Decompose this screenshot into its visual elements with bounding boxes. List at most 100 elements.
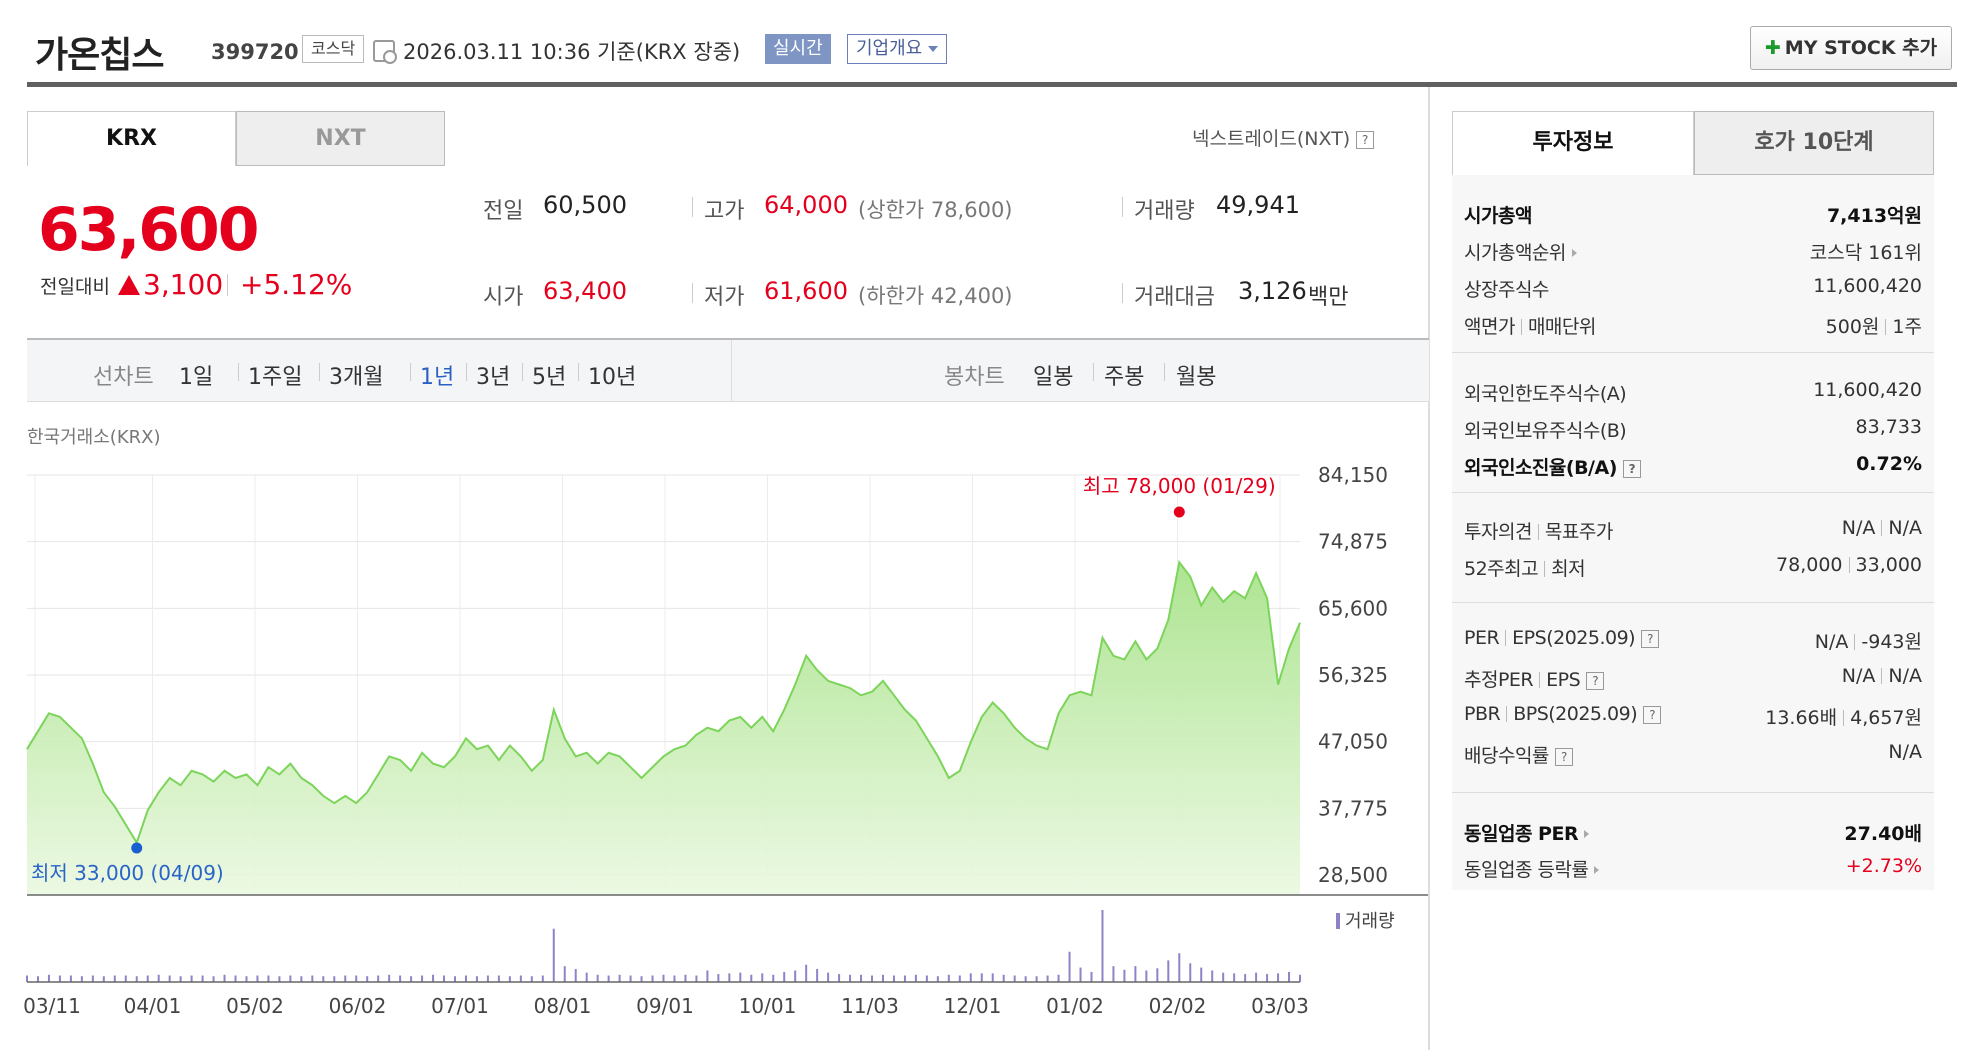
field-separator [1122, 197, 1123, 217]
period-3m[interactable]: 3개월 [329, 365, 384, 390]
help-icon[interactable]: ? [1586, 671, 1605, 690]
realtime-button[interactable]: 실시간 [765, 34, 831, 64]
y-tick-label: 84,150 [1318, 463, 1388, 487]
volume-bar [124, 975, 127, 982]
period-1y[interactable]: 1년 [420, 365, 455, 390]
x-axis-labels: 03/11 04/01 05/02 06/02 07/01 08/01 09/01 10/01… [23, 994, 1309, 1018]
volume-bar [355, 975, 358, 982]
group-valuation: PER EPS(2025.09)? N/A -943원 추정PER EPS? N/A N/A… [1452, 603, 1934, 793]
y-tick-label: 74,875 [1318, 530, 1388, 554]
volume-bar [453, 976, 456, 982]
company-overview-dropdown[interactable]: 기업개요 [847, 34, 948, 64]
volume-bar [1068, 951, 1071, 982]
candle-daily[interactable]: 일봉 [1033, 365, 1074, 390]
open-label: 시가 [483, 285, 524, 310]
period-separator [1164, 363, 1165, 381]
row-industry-change[interactable]: 동일업종 등락률 +2.73% [1464, 855, 1922, 881]
change-separator [227, 274, 228, 296]
row-industry-per[interactable]: 동일업종 PER 27.40배 [1464, 823, 1922, 845]
tab-orderbook[interactable]: 호가 10단계 [1694, 111, 1934, 175]
volume-bar [344, 975, 347, 982]
period-3y[interactable]: 3년 [476, 365, 511, 390]
x-tick-label: 07/01 [431, 994, 489, 1018]
trade-value-unit: 백만 [1308, 285, 1349, 310]
volume-bar [146, 975, 149, 982]
stock-code: 399720 [211, 40, 299, 64]
volume-legend: 거래량 [1345, 911, 1395, 932]
candle-monthly[interactable]: 월봉 [1176, 365, 1217, 390]
invest-info-panel: 시가총액 7,413억원 시가총액순위 코스닥 161위 상장주식수 11,600,4… [1452, 175, 1934, 890]
plus-icon: ✚ [1764, 37, 1781, 59]
period-1d[interactable]: 1일 [179, 365, 214, 390]
help-icon[interactable]: ? [1641, 629, 1660, 648]
change-label: 전일대비 [40, 276, 110, 298]
volume-bars [26, 910, 1301, 982]
period-10y[interactable]: 10년 [588, 365, 637, 390]
price-chart[interactable]: 84,150 74,875 65,600 56,325 47,050 37,775 28,5… [0, 455, 1428, 1050]
volume-bar [585, 972, 588, 982]
volume-bar [849, 974, 852, 982]
group-industry: 동일업종 PER 27.40배 동일업종 등락률 +2.73% [1452, 793, 1934, 890]
volume-bar [1013, 975, 1016, 982]
period-5y[interactable]: 5년 [532, 365, 567, 390]
volume-bar [91, 975, 94, 982]
volume-bar [574, 969, 577, 982]
nextrade-label: 넥스트레이드(NXT) [1192, 128, 1351, 150]
period-separator [1093, 363, 1094, 381]
volume-bar [443, 975, 446, 982]
y-tick-label: 56,325 [1318, 663, 1388, 687]
tab-invest-info[interactable]: 투자정보 [1452, 111, 1694, 175]
arrow-right-icon [1594, 866, 1600, 874]
period-separator [522, 363, 523, 381]
volume-bar [311, 975, 314, 982]
volume-bar [991, 973, 994, 982]
volume-bar [563, 966, 566, 982]
period-separator [578, 363, 579, 381]
field-separator [692, 197, 693, 217]
volume-bar [333, 976, 336, 982]
volume-bar [322, 976, 325, 982]
volume-bar [794, 970, 797, 982]
volume-bar [673, 975, 676, 982]
help-icon[interactable]: ? [1643, 705, 1662, 724]
volume-bar [464, 975, 467, 982]
volume-bar [838, 974, 841, 982]
candle-weekly[interactable]: 주봉 [1104, 365, 1145, 390]
period-bar: 선차트 1일 1주일 3개월 1년 3년 5년 10년 봉차트 일봉 주봉 월봉 [27, 340, 1429, 402]
volume-bar [157, 974, 160, 982]
line-chart-label: 선차트 [93, 365, 154, 390]
volume-bar [860, 974, 863, 982]
min-point [131, 842, 143, 854]
change-rate: +5.12% [240, 268, 353, 301]
volume-bar [388, 974, 391, 982]
volume-bar [245, 976, 248, 982]
add-my-stock-button[interactable]: ✚ MY STOCK 추가 [1750, 26, 1952, 70]
period-separator [410, 363, 411, 381]
help-icon[interactable]: ? [1622, 459, 1641, 478]
volume-bar [1288, 971, 1291, 982]
volume-bar [750, 974, 753, 982]
help-icon[interactable]: ? [1554, 747, 1573, 766]
x-tick-label: 06/02 [329, 994, 387, 1018]
volume-bar [135, 976, 138, 982]
quote-divider [27, 338, 1429, 340]
x-tick-label: 11/03 [841, 994, 899, 1018]
volume-bar [36, 976, 39, 982]
help-icon[interactable]: ? [1356, 130, 1375, 149]
y-tick-label: 65,600 [1318, 596, 1388, 620]
group-market-cap: 시가총액 7,413억원 시가총액순위 코스닥 161위 상장주식수 11,600,4… [1452, 175, 1934, 353]
volume-bar [1189, 963, 1192, 982]
tab-krx[interactable]: KRX [27, 111, 236, 166]
candle-chart-label: 봉차트 [944, 365, 1005, 390]
high-value: 64,000 [764, 191, 848, 219]
volume-bar [421, 975, 424, 982]
row-shares: 상장주식수 11,600,420 [1464, 275, 1922, 301]
company-overview-label: 기업개요 [856, 38, 923, 59]
tab-nxt[interactable]: NXT [236, 111, 445, 166]
low-value: 61,600 [764, 277, 848, 305]
row-market-cap-rank[interactable]: 시가총액순위 코스닥 161위 [1464, 242, 1922, 264]
row-face-value: 액면가 매매단위 500원 1주 [1464, 316, 1922, 338]
period-1w[interactable]: 1주일 [248, 365, 303, 390]
nextrade-link[interactable]: 넥스트레이드(NXT)? [1192, 124, 1375, 151]
volume-bar [1178, 953, 1181, 982]
